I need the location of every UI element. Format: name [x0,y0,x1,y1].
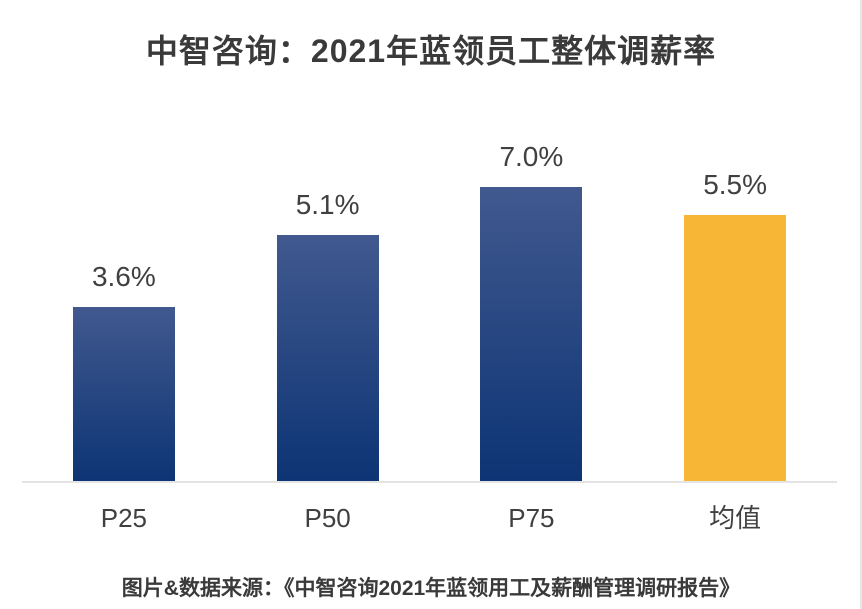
source-caption: 图片&数据来源：《中智咨询2021年蓝领用工及薪酬管理调研报告》 [121,577,741,600]
bar [480,187,583,481]
bar [72,307,175,481]
x-axis-label: P50 [304,503,351,533]
bar-value-label: 5.1% [295,188,360,220]
x-axis-line [22,481,837,483]
right-edge-divider [860,0,862,609]
bar-value-label: 5.5% [703,169,768,201]
bar [276,234,379,481]
bar-column: 5.1% [226,143,430,481]
bars-container: 3.6% 5.1% 7.0% 5.5% [22,143,837,481]
bar-value-label: 7.0% [499,141,564,172]
bar-column: 7.0% [430,143,634,481]
x-axis-label: P75 [508,503,555,533]
bar [684,215,787,481]
chart-title: 中智咨询：2021年蓝领员工整体调薪率 [145,33,717,69]
bar-value-label: 3.6% [91,261,156,293]
x-axis-label: 均值 [709,503,762,533]
bar-column: 3.6% [22,143,226,481]
bar-column: 5.5% [633,143,837,481]
x-axis-labels: P25 P50 P75 均值 [22,505,837,531]
x-axis-label: P25 [100,503,147,533]
